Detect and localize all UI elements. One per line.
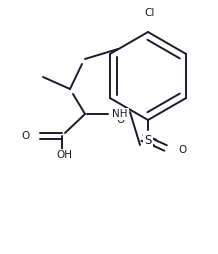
Text: O: O: [116, 115, 124, 125]
Text: Cl: Cl: [145, 8, 155, 18]
Text: S: S: [144, 134, 152, 147]
Text: NH: NH: [112, 109, 128, 119]
Text: O: O: [178, 145, 186, 155]
Text: O: O: [22, 131, 30, 141]
Text: OH: OH: [56, 150, 72, 160]
